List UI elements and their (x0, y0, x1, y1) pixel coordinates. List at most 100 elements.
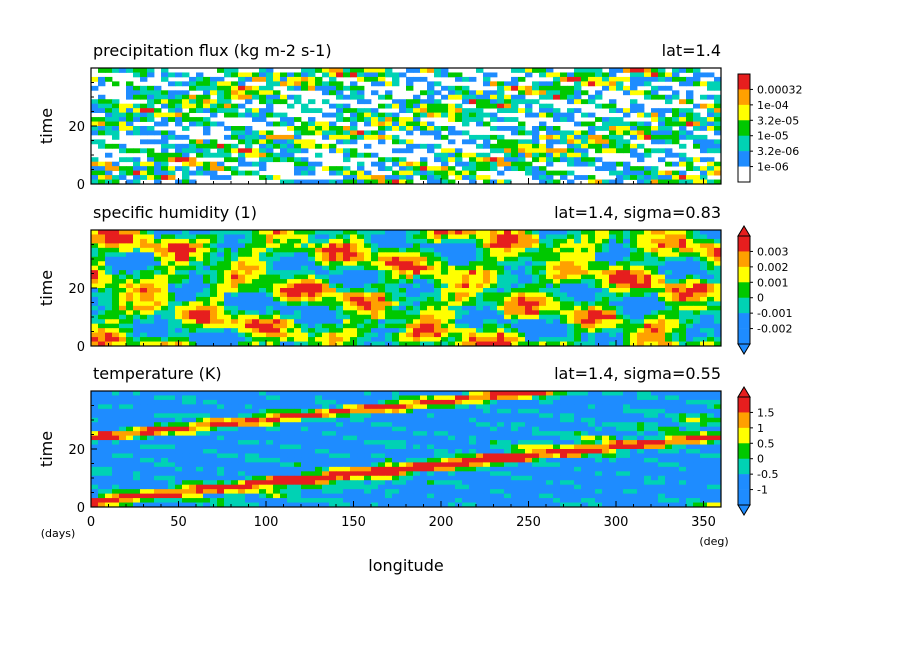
heatmap-cell (119, 103, 127, 109)
heatmap-cell (217, 103, 225, 109)
heatmap-cell (161, 332, 169, 338)
heatmap-cell (574, 292, 582, 298)
heatmap-cell (196, 417, 204, 423)
heatmap-cell (238, 283, 246, 289)
heatmap-cell (343, 288, 351, 293)
heatmap-cell (574, 323, 582, 329)
heatmap-cell (168, 301, 176, 307)
heatmap-cell (539, 279, 547, 284)
heatmap-cell (497, 431, 505, 437)
heatmap-cell (693, 305, 701, 311)
heatmap-cell (630, 143, 638, 149)
heatmap-cell (679, 238, 687, 244)
heatmap-cell (147, 85, 155, 91)
heatmap-cell (322, 337, 330, 342)
heatmap-cell (266, 256, 274, 262)
heatmap-cell (497, 139, 505, 145)
heatmap-cell (448, 288, 456, 293)
heatmap-cell (112, 292, 120, 298)
heatmap-cell (273, 270, 281, 276)
heatmap-cell (203, 323, 211, 329)
heatmap-cell (595, 305, 603, 311)
heatmap-cell (420, 170, 428, 176)
heatmap-cell (490, 143, 498, 149)
heatmap-cell (434, 274, 442, 280)
heatmap-cell (406, 296, 414, 302)
heatmap-cell (581, 288, 589, 293)
heatmap-cell (119, 296, 127, 302)
heatmap-cell (525, 270, 533, 276)
heatmap-cell (511, 99, 519, 105)
heatmap-cell (378, 134, 386, 140)
heatmap-cell (399, 252, 407, 258)
heatmap-cell (490, 408, 498, 414)
heatmap-cell (588, 76, 596, 82)
heatmap-cell (399, 256, 407, 262)
heatmap-cell (714, 408, 722, 414)
heatmap-cell (182, 238, 190, 244)
heatmap-cell (392, 157, 400, 163)
heatmap-cell (294, 279, 302, 284)
heatmap-cell (651, 337, 659, 342)
heatmap-cell (133, 319, 141, 325)
heatmap-cell (252, 296, 260, 302)
heatmap-cell (539, 301, 547, 307)
heatmap-cell (238, 301, 246, 307)
heatmap-cell (189, 161, 197, 167)
heatmap-cell (336, 314, 344, 320)
heatmap-cell (679, 117, 687, 122)
heatmap-cell (231, 265, 239, 271)
heatmap-cell (329, 247, 337, 253)
heatmap-cell (476, 270, 484, 276)
heatmap-cell (469, 413, 477, 419)
heatmap-cell (665, 328, 673, 334)
heatmap-cell (217, 319, 225, 325)
heatmap-cell (490, 431, 498, 437)
heatmap-cell (315, 243, 323, 249)
heatmap-cell (203, 337, 211, 342)
heatmap-cell (175, 292, 183, 298)
heatmap-cell (301, 234, 309, 240)
heatmap-cell (455, 417, 463, 423)
heatmap-cell (168, 274, 176, 280)
heatmap-cell (602, 314, 610, 320)
heatmap-cell (98, 301, 106, 307)
heatmap-cell (259, 274, 267, 280)
heatmap-cell (287, 341, 295, 347)
heatmap-cell (140, 238, 148, 244)
heatmap-cell (476, 288, 484, 293)
heatmap-cell (371, 408, 379, 414)
heatmap-cell (350, 238, 358, 244)
heatmap-cell (385, 279, 393, 284)
heatmap-cell (245, 94, 253, 100)
heatmap-cell (168, 431, 176, 437)
heatmap-cell (700, 234, 708, 240)
heatmap-cell (609, 314, 617, 320)
heatmap-cell (273, 157, 281, 163)
heatmap-cell (665, 175, 673, 180)
heatmap-cell (189, 310, 197, 316)
heatmap-cell (448, 301, 456, 307)
heatmap-cell (238, 391, 246, 396)
heatmap-cell (203, 391, 211, 396)
heatmap-cell (595, 310, 603, 316)
heatmap-cell (420, 431, 428, 437)
heatmap-cell (483, 234, 491, 240)
heatmap-cell (469, 166, 477, 172)
heatmap-cell (616, 261, 624, 267)
heatmap-cell (595, 148, 603, 154)
heatmap-cell (427, 314, 435, 320)
heatmap-cell (434, 395, 442, 401)
heatmap-cell (112, 413, 120, 419)
heatmap-cell (497, 283, 505, 289)
heatmap-cell (364, 261, 372, 267)
heatmap-cell (385, 296, 393, 302)
heatmap-cell (644, 148, 652, 154)
heatmap-cell (406, 130, 414, 136)
heatmap-cell (308, 328, 316, 334)
heatmap-cell (651, 243, 659, 249)
heatmap-cell (574, 99, 582, 105)
heatmap-cell (91, 314, 99, 320)
heatmap-cell (588, 283, 596, 289)
heatmap-cell (350, 148, 358, 154)
